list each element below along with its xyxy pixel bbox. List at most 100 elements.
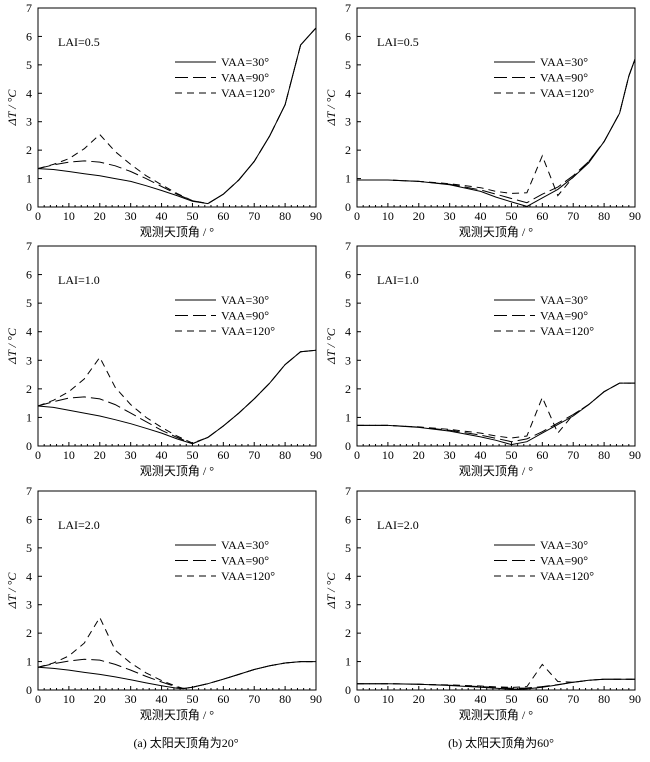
legend-label: VAA=90° bbox=[221, 71, 269, 85]
x-tick-label: 10 bbox=[382, 209, 394, 223]
series-line-vaa-30 bbox=[37, 27, 317, 205]
x-tick-label: 10 bbox=[63, 209, 75, 223]
x-tick-label: 20 bbox=[413, 448, 425, 462]
plot-frame bbox=[37, 490, 317, 691]
legend-label: VAA=120° bbox=[221, 569, 275, 583]
y-tick-label: 2 bbox=[345, 382, 351, 396]
chart-panel-b-lai2.0: 0 10 20 30 40 50 60 70 80 90 0 1 2 3 4 5 6 7 观测天顶角 / ° ΔT /… bbox=[324, 484, 641, 722]
y-tick-label: 6 bbox=[345, 29, 351, 43]
y-tick-label: 0 bbox=[345, 200, 351, 214]
x-axis-label: 观测天顶角 / ° bbox=[459, 708, 533, 722]
x-tick-label: 40 bbox=[475, 209, 487, 223]
y-tick-label: 4 bbox=[26, 325, 32, 339]
x-tick-label: 50 bbox=[505, 448, 517, 462]
legend-label: VAA=30° bbox=[221, 538, 269, 552]
x-tick-label: 80 bbox=[598, 692, 610, 706]
chart-panel-b-lai1.0: 0 10 20 30 40 50 60 70 80 90 0 1 2 3 4 5 6 7 观测天顶角 / ° ΔT /… bbox=[324, 239, 641, 478]
x-tick-label: 80 bbox=[279, 209, 291, 223]
y-tick-label: 7 bbox=[26, 484, 32, 498]
legend-label: VAA=90° bbox=[221, 309, 269, 323]
y-axis-label: ΔT / °C bbox=[5, 89, 19, 127]
x-tick-label: 60 bbox=[217, 692, 229, 706]
series-line-vaa-120 bbox=[357, 59, 636, 197]
y-tick-label: 5 bbox=[345, 541, 351, 555]
x-tick-label: 30 bbox=[444, 692, 456, 706]
y-tick-label: 4 bbox=[345, 569, 351, 583]
series-line-vaa-90 bbox=[37, 27, 317, 205]
lai-annotation: LAI=1.0 bbox=[377, 273, 419, 287]
x-tick-label: 60 bbox=[217, 448, 229, 462]
legend-label: VAA=90° bbox=[221, 554, 269, 568]
y-tick-label: 3 bbox=[345, 115, 351, 129]
series-line-vaa-30 bbox=[37, 349, 317, 445]
x-axis-label: 观测天顶角 / ° bbox=[459, 464, 533, 478]
y-tick-label: 7 bbox=[26, 1, 32, 15]
x-tick-label: 80 bbox=[279, 692, 291, 706]
chart-panel-a-lai2.0: 0 10 20 30 40 50 60 70 80 90 0 1 2 3 4 5 6 7 观测天顶角 / ° ΔT /… bbox=[5, 484, 322, 722]
plot-frame bbox=[356, 7, 636, 208]
x-tick-label: 30 bbox=[444, 209, 456, 223]
x-tick-label: 0 bbox=[35, 209, 41, 223]
series-line-vaa-120 bbox=[357, 663, 635, 688]
x-tick-label: 0 bbox=[354, 209, 360, 223]
legend-label: VAA=30° bbox=[221, 55, 269, 69]
x-tick-label: 30 bbox=[125, 448, 137, 462]
y-tick-label: 3 bbox=[26, 115, 32, 129]
legend-label: VAA=120° bbox=[221, 86, 275, 100]
y-tick-label: 5 bbox=[345, 296, 351, 310]
legend-label: VAA=30° bbox=[540, 55, 588, 69]
series-line-vaa-90 bbox=[357, 382, 635, 443]
legend-label: VAA=90° bbox=[540, 554, 588, 568]
x-axis-label: 观测天顶角 / ° bbox=[140, 464, 214, 478]
y-tick-label: 6 bbox=[26, 512, 32, 526]
y-tick-label: 0 bbox=[345, 683, 351, 697]
x-tick-label: 10 bbox=[63, 692, 75, 706]
x-axis-label: 观测天顶角 / ° bbox=[140, 225, 214, 239]
x-tick-label: 70 bbox=[567, 692, 579, 706]
x-tick-label: 0 bbox=[354, 448, 360, 462]
chart-panel-a-lai0.5: 0 10 20 30 40 50 60 70 80 90 0 1 2 3 4 5 6 7 观测天顶角 / ° ΔT /… bbox=[5, 1, 322, 239]
y-tick-label: 5 bbox=[26, 541, 32, 555]
x-tick-label: 50 bbox=[186, 692, 198, 706]
y-tick-label: 6 bbox=[345, 268, 351, 282]
x-tick-label: 90 bbox=[629, 692, 641, 706]
y-tick-label: 1 bbox=[345, 410, 351, 424]
legend-label: VAA=90° bbox=[540, 309, 588, 323]
x-tick-label: 70 bbox=[248, 448, 260, 462]
x-tick-label: 60 bbox=[217, 209, 229, 223]
y-tick-label: 7 bbox=[345, 239, 351, 253]
plot-frame bbox=[356, 490, 636, 691]
plot-frame bbox=[37, 7, 317, 208]
x-tick-label: 40 bbox=[475, 692, 487, 706]
y-tick-label: 5 bbox=[26, 58, 32, 72]
x-tick-label: 70 bbox=[248, 692, 260, 706]
x-tick-label: 90 bbox=[629, 209, 641, 223]
y-tick-label: 2 bbox=[26, 626, 32, 640]
x-tick-label: 20 bbox=[94, 448, 106, 462]
y-tick-label: 2 bbox=[345, 626, 351, 640]
y-tick-label: 2 bbox=[345, 143, 351, 157]
x-tick-label: 90 bbox=[310, 448, 322, 462]
y-tick-label: 0 bbox=[26, 439, 32, 453]
y-tick-label: 3 bbox=[345, 598, 351, 612]
y-axis-label: ΔT / °C bbox=[324, 327, 338, 365]
y-tick-label: 1 bbox=[26, 172, 32, 186]
chart-panel-b-lai0.5: 0 10 20 30 40 50 60 70 80 90 0 1 2 3 4 5 6 7 观测天顶角 / ° ΔT /… bbox=[324, 1, 641, 239]
x-tick-label: 90 bbox=[629, 448, 641, 462]
x-tick-label: 80 bbox=[279, 448, 291, 462]
x-tick-label: 80 bbox=[598, 209, 610, 223]
y-tick-label: 7 bbox=[345, 484, 351, 498]
x-tick-label: 0 bbox=[35, 692, 41, 706]
series-line-vaa-90 bbox=[357, 59, 636, 204]
lai-annotation: LAI=0.5 bbox=[58, 35, 100, 49]
x-tick-label: 0 bbox=[35, 448, 41, 462]
chart-panel-a-lai1.0: 0 10 20 30 40 50 60 70 80 90 0 1 2 3 4 5 6 7 观测天顶角 / ° ΔT /… bbox=[5, 239, 322, 478]
y-tick-label: 3 bbox=[345, 353, 351, 367]
legend-label: VAA=30° bbox=[540, 293, 588, 307]
y-tick-label: 4 bbox=[26, 569, 32, 583]
legend-label: VAA=120° bbox=[540, 324, 594, 338]
plot-frame bbox=[37, 245, 317, 447]
series-line-vaa-120 bbox=[357, 382, 635, 439]
series-line-vaa-90 bbox=[37, 658, 316, 690]
x-tick-label: 40 bbox=[475, 448, 487, 462]
